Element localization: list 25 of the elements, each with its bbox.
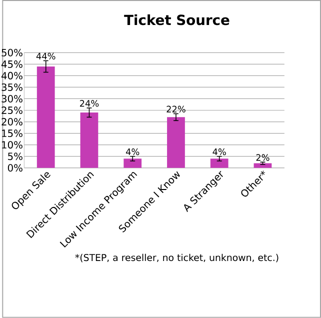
y-tick-label: 40% <box>1 72 22 80</box>
data-label: 4% <box>212 148 226 156</box>
bar <box>80 112 98 168</box>
data-label: 2% <box>256 154 270 161</box>
y-tick-label: 45% <box>1 60 22 68</box>
data-label: 22% <box>166 106 186 113</box>
y-tick-label: 15% <box>2 130 22 138</box>
text: *(STEP, a reseller, no ticket, unknown, etc.) <box>75 254 278 262</box>
y-tick-label: 35% <box>2 84 22 92</box>
y-tick-label: 0% <box>8 164 22 172</box>
bar <box>167 117 185 168</box>
chart-title: Ticket Source <box>124 14 230 26</box>
y-tick-label: 50% <box>2 48 22 56</box>
y-tick-label: 30% <box>2 95 22 103</box>
y-tick-label: 10% <box>2 141 22 149</box>
y-tick-label: 5% <box>8 152 22 160</box>
bar <box>210 158 228 168</box>
y-tick-label: 25% <box>2 106 22 114</box>
y-tick-label: 20% <box>2 118 22 126</box>
bar <box>254 163 272 168</box>
data-label: 44% <box>36 52 56 60</box>
bar <box>124 158 142 168</box>
data-label: 4% <box>126 148 140 156</box>
data-label: 24% <box>80 100 99 107</box>
bar <box>36 66 55 168</box>
